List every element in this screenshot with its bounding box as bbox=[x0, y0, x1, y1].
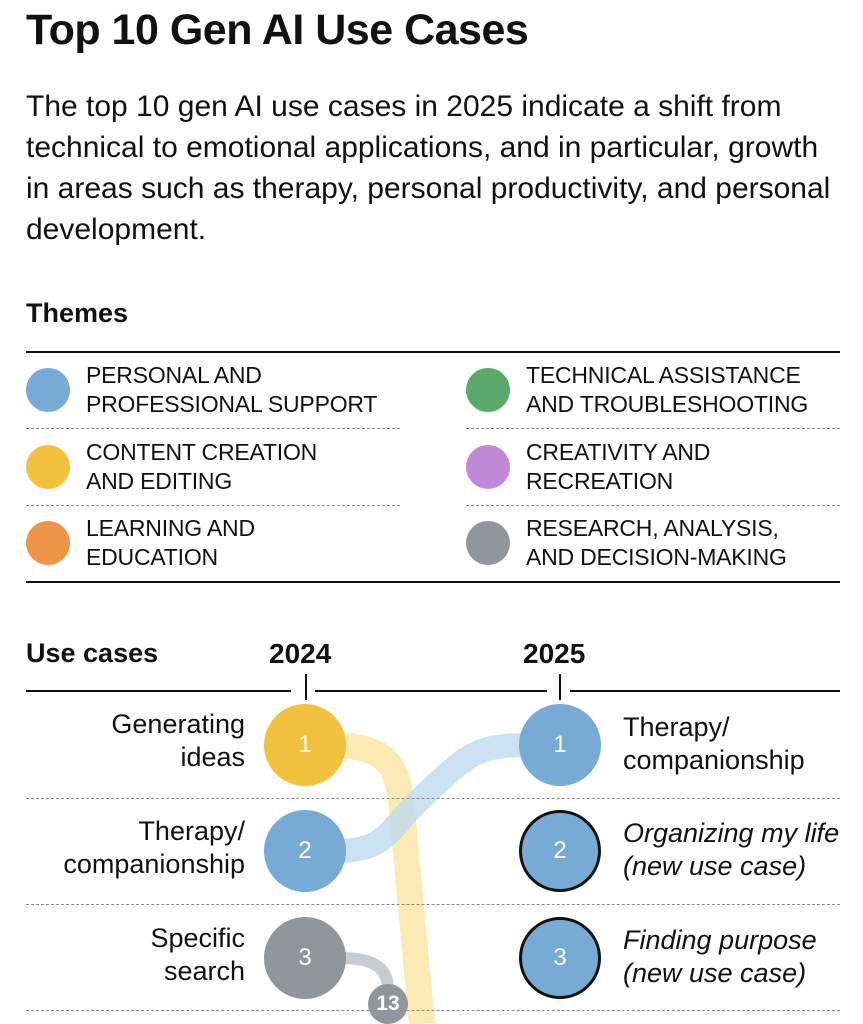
legend-label: PERSONAL AND PROFESSIONAL SUPPORT bbox=[86, 362, 378, 417]
legend-item-personal-support: PERSONAL AND PROFESSIONAL SUPPORT bbox=[26, 352, 400, 429]
themes-top-rule bbox=[26, 351, 840, 353]
use-case-2025-label: Finding purpose (new use case) bbox=[623, 925, 817, 988]
learning-swatch bbox=[26, 521, 70, 565]
legend-item-learning: LEARNING AND EDUCATION bbox=[26, 505, 400, 581]
legend-label: TECHNICAL ASSISTANCE AND TROUBLESHOOTING bbox=[526, 362, 809, 417]
legend-item-research: RESEARCH, ANALYSIS, AND DECISION-MAKING bbox=[466, 505, 840, 581]
use-case-2024-label: Generating ideas bbox=[111, 709, 245, 772]
use-case-2024-label: Therapy/ companionship bbox=[63, 816, 245, 879]
use-case-2024-label: Specific search bbox=[150, 923, 245, 986]
content-creation-swatch bbox=[26, 445, 70, 489]
legend-label: LEARNING AND EDUCATION bbox=[86, 515, 255, 570]
row-separator bbox=[26, 904, 840, 905]
flow-therapy bbox=[334, 733, 531, 863]
rank-2025-badge: 3 bbox=[519, 917, 601, 999]
legend-label: CREATIVITY AND RECREATION bbox=[526, 439, 711, 494]
page-subtitle: The top 10 gen AI use cases in 2025 indi… bbox=[26, 90, 831, 246]
legend-item-creativity: CREATIVITY AND RECREATION bbox=[466, 429, 840, 506]
row-separator bbox=[26, 1010, 840, 1011]
rank-2024-badge: 3 bbox=[264, 917, 346, 999]
flow-generating-ideas bbox=[329, 732, 435, 1024]
technical-assistance-swatch bbox=[466, 368, 510, 412]
legend-label: RESEARCH, ANALYSIS, AND DECISION-MAKING bbox=[526, 515, 787, 570]
rank-13-badge: 13 bbox=[368, 984, 408, 1024]
themes-bottom-rule bbox=[26, 581, 840, 583]
use-case-2025-label: Organizing my life (new use case) bbox=[623, 818, 840, 881]
personal-support-swatch bbox=[26, 368, 70, 412]
flow-specific-search bbox=[339, 952, 394, 991]
legend-label: CONTENT CREATION AND EDITING bbox=[86, 439, 318, 494]
rank-2025-badge: 1 bbox=[519, 704, 601, 786]
year-2024-tick bbox=[305, 674, 307, 700]
creativity-swatch bbox=[466, 445, 510, 489]
legend-item-content-creation: CONTENT CREATION AND EDITING bbox=[26, 429, 400, 506]
rank-2024-badge: 2 bbox=[264, 810, 346, 892]
year-2025-tick bbox=[559, 674, 561, 700]
row-separator bbox=[26, 798, 840, 799]
year-2025-label: 2025 bbox=[523, 638, 586, 669]
header-rule-middle bbox=[315, 690, 547, 692]
year-2024-label: 2024 bbox=[269, 638, 332, 669]
header-rule-right bbox=[570, 690, 840, 692]
rank-2025-badge: 2 bbox=[519, 810, 601, 892]
page-title: Top 10 Gen AI Use Cases bbox=[26, 6, 529, 54]
themes-heading: Themes bbox=[26, 298, 129, 328]
header-rule-left bbox=[26, 690, 291, 692]
research-swatch bbox=[466, 521, 510, 565]
use-cases-heading: Use cases bbox=[26, 638, 159, 668]
legend-item-technical-assistance: TECHNICAL ASSISTANCE AND TROUBLESHOOTING bbox=[466, 352, 840, 429]
rank-2024-badge: 1 bbox=[264, 704, 346, 786]
use-case-2025-label: Therapy/ companionship bbox=[623, 712, 805, 775]
